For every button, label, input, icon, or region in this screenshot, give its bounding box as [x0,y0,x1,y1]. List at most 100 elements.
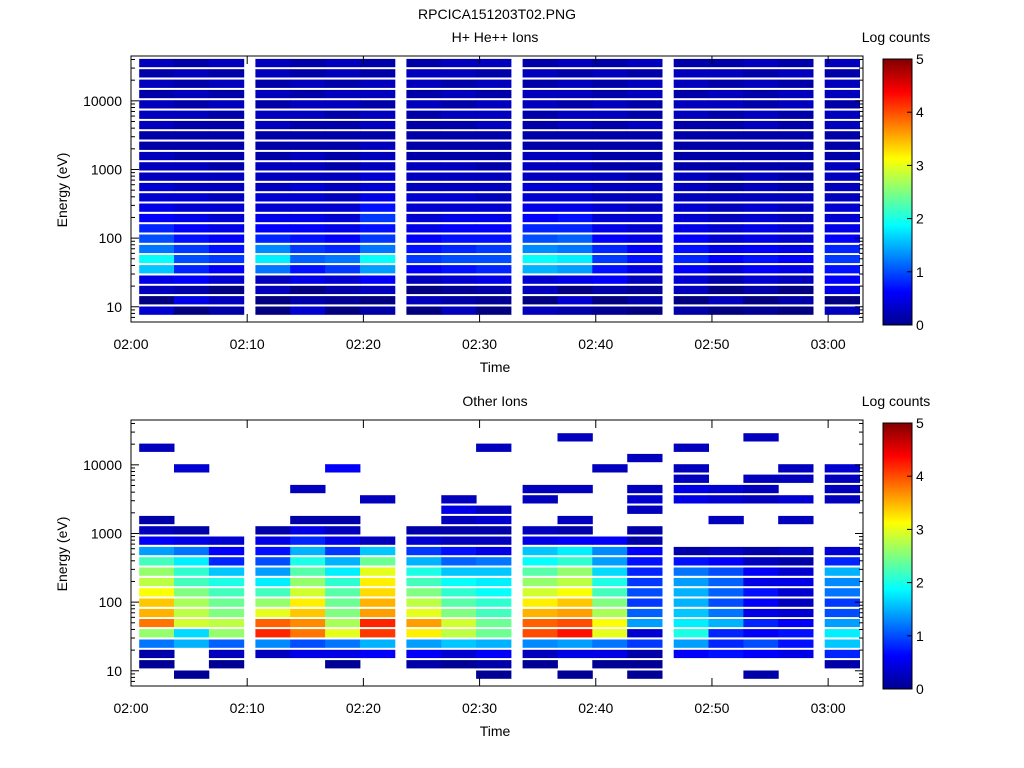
heatmap-cell [592,629,628,638]
heatmap-cell [673,193,709,202]
colorbar-tick-label: 0 [916,317,924,333]
heatmap-cell [139,151,175,161]
heatmap-cell [441,224,477,233]
heatmap-cell [708,546,744,556]
heatmap-cell [743,567,779,576]
figure-title: RPCICA151203T02.PNG [418,6,576,22]
heatmap-cell [824,588,860,597]
heatmap-cell [208,213,245,223]
heatmap-cell [627,141,663,150]
heatmap-cell [325,567,361,576]
heatmap-cell [708,639,744,648]
heatmap-cell [290,69,326,78]
heatmap-cell [778,619,814,628]
heatmap-cell [592,649,628,659]
heatmap-cell [743,474,779,483]
heatmap-cell [824,464,860,473]
heatmap-cell [557,172,593,181]
heatmap-cell [208,244,245,254]
heatmap-cell [557,120,593,130]
heatmap-cell [592,619,628,628]
heatmap-cell [557,577,593,587]
heatmap-cell [708,162,744,171]
heatmap-cell [476,224,512,233]
heatmap-cell [522,619,558,628]
heatmap-cell [360,151,396,161]
heatmap-cell [557,131,593,140]
heatmap-cell [406,162,442,171]
heatmap-cell [627,639,663,648]
heatmap-cell [174,629,210,638]
heatmap-cell [522,79,558,88]
heatmap-cell [743,306,779,315]
heatmap-cell [406,193,442,202]
heatmap-cell [592,588,628,597]
heatmap-cell [824,577,860,587]
heatmap-cell [557,100,593,109]
heatmap-cell [290,649,326,659]
heatmap-cell [824,100,860,109]
heatmap-cell [325,203,361,212]
heatmap-cell [174,557,210,566]
heatmap-cell [673,234,709,243]
heatmap-cell [708,172,744,181]
heatmap-cell [406,275,442,284]
heatmap-cell [441,182,477,192]
heatmap-cell [255,131,291,140]
heatmap-cell [476,526,512,535]
heatmap-cell [290,89,326,99]
x-axis-label: Time [480,359,511,375]
heatmap-cell [255,110,291,119]
heatmap-cell [441,285,477,295]
heatmap-cell [778,255,814,264]
heatmap-cell [360,629,396,638]
heatmap-cell [476,213,512,223]
heatmap-cell [557,255,593,264]
heatmap-cell [673,182,709,192]
heatmap-cell [708,79,744,88]
heatmap-cell [778,110,814,119]
heatmap-cell [290,182,326,192]
heatmap-cell [522,162,558,171]
heatmap-cell [174,69,210,78]
heatmap-cell [824,557,860,566]
heatmap-cell [778,515,814,525]
heatmap-cell [557,79,593,88]
heatmap-cell [208,649,245,659]
heatmap-cell [824,120,860,130]
heatmap-cell [592,110,628,119]
heatmap-cell [627,69,663,78]
heatmap-cell [824,151,860,161]
heatmap-cell [476,608,512,618]
heatmap-cell [522,629,558,638]
heatmap-cell [174,639,210,648]
heatmap-cell [824,285,860,295]
heatmap-cell [255,526,291,535]
heatmap-cell [673,464,709,473]
heatmap-cell [441,629,477,638]
heatmap-cell [406,598,442,607]
heatmap-cell [592,536,628,545]
heatmap-cell [743,110,779,119]
x-tick-label: 02:00 [113,336,148,352]
colorbar-tick-label: 1 [916,628,924,644]
heatmap-cell [406,172,442,181]
heatmap-cell [290,255,326,264]
heatmap-cell [522,182,558,192]
heatmap-cell [673,306,709,315]
heatmap-cell [708,619,744,628]
heatmap-cell [743,120,779,130]
heatmap-cell [708,598,744,607]
heatmap-cell [255,203,291,212]
heatmap-cell [290,213,326,223]
heatmap-cell [441,193,477,202]
heatmap-cell [627,213,663,223]
heatmap-cell [325,629,361,638]
heatmap-cell [255,151,291,161]
heatmap-cell [708,255,744,264]
heatmap-cell [255,193,291,202]
heatmap-cell [557,526,593,535]
heatmap-cell [360,265,396,274]
heatmap-cell [139,234,175,243]
